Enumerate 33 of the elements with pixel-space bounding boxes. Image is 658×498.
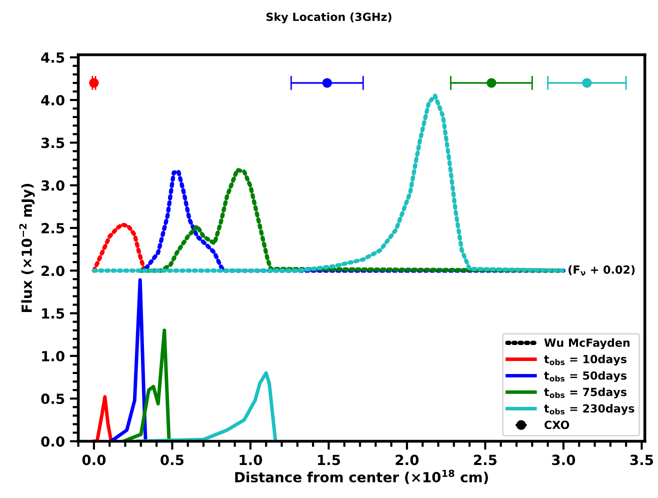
x-tick-label: 1.5: [318, 454, 340, 466]
x-tick-label: 3.0: [552, 454, 576, 466]
legend-label: t$_{obs}$ = 230days: [544, 404, 634, 415]
legend-label: t$_{obs}$ = 10days: [544, 354, 627, 366]
y-tick-label: 0.5: [41, 394, 64, 404]
x-tick-label: 2.5: [474, 454, 497, 466]
y-tick-label: 4.5: [41, 52, 64, 63]
line-series: [122, 328, 171, 442]
legend-label: t$_{obs}$ = 75days: [544, 388, 627, 398]
x-tick-label: 2.0: [396, 454, 419, 466]
line-series: [92, 395, 113, 442]
chart-title: Sky Location (3GHz): [266, 12, 392, 24]
y-axis-title: Flux (×10$^{−2}$ mJy): [19, 184, 35, 312]
legend-label: Wu McFayden: [544, 338, 630, 350]
y-tick-label: 3.5: [41, 138, 64, 148]
y-tick-label: 4.0: [41, 94, 64, 106]
legend-label: t$_{obs}$ = 50days: [544, 371, 627, 382]
x-axis-title: Distance from center (×10$^{18}$ cm): [235, 470, 488, 484]
y-tick-label: 3.0: [41, 180, 64, 191]
x-tick-label: 0.0: [82, 454, 106, 466]
y-tick-label: 1.0: [42, 350, 64, 362]
line-series: [109, 278, 148, 442]
y-tick-label: 0.0: [41, 436, 64, 447]
y-tick-label: 2.0: [42, 266, 64, 276]
y-tick-label: 1.5: [42, 308, 64, 319]
line-series: [92, 94, 566, 273]
x-tick-label: 0.5: [160, 454, 184, 466]
line-series: [136, 371, 278, 442]
x-tick-label: 1.0: [240, 454, 262, 466]
y-tick-label: 2.5: [42, 222, 64, 234]
legend-label: CXO: [544, 420, 570, 430]
annotation: (F$_{ν}$ + 0.02): [568, 265, 635, 276]
x-tick-label: 3.5: [630, 454, 654, 466]
